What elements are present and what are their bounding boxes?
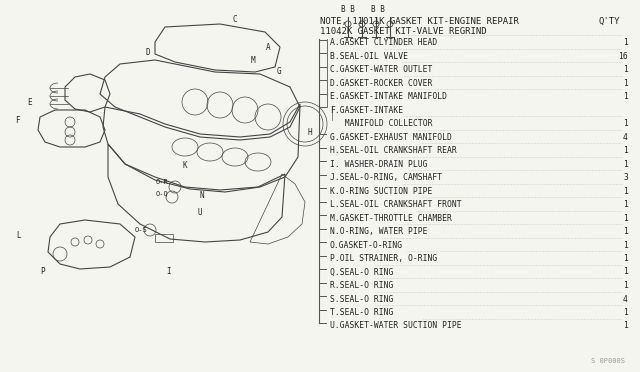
Text: G.GASKET-EXHAUST MANIFOLD: G.GASKET-EXHAUST MANIFOLD <box>330 132 452 141</box>
Text: O-Q: O-Q <box>156 190 169 196</box>
Text: S.SEAL-O RING: S.SEAL-O RING <box>330 295 394 304</box>
Text: 1: 1 <box>623 200 628 209</box>
Text: 1: 1 <box>623 186 628 196</box>
Text: NOTE, 11011K GASKET KIT-ENGINE REPAIR: NOTE, 11011K GASKET KIT-ENGINE REPAIR <box>320 17 519 26</box>
Text: 1: 1 <box>623 160 628 169</box>
Bar <box>155 234 173 242</box>
Text: O.GASKET-O-RING: O.GASKET-O-RING <box>330 241 403 250</box>
Text: 1: 1 <box>623 321 628 330</box>
Text: H: H <box>308 128 312 137</box>
Text: B.SEAL-OIL VALVE: B.SEAL-OIL VALVE <box>330 51 408 61</box>
Text: E.GASKET-INTAKE MANIFOLD: E.GASKET-INTAKE MANIFOLD <box>330 92 447 101</box>
Text: 3: 3 <box>623 173 628 182</box>
Text: A.GASKET CLYINDER HEAD: A.GASKET CLYINDER HEAD <box>330 38 437 47</box>
Text: 1: 1 <box>623 78 628 87</box>
Text: T.SEAL-O RING: T.SEAL-O RING <box>330 308 394 317</box>
Text: J.SEAL-O-RING, CAMSHAFT: J.SEAL-O-RING, CAMSHAFT <box>330 173 442 182</box>
Text: N: N <box>200 190 204 199</box>
Text: Q.SEAL-O RING: Q.SEAL-O RING <box>330 267 394 276</box>
Text: C: C <box>233 15 237 23</box>
Text: U.GASKET-WATER SUCTION PIPE: U.GASKET-WATER SUCTION PIPE <box>330 321 461 330</box>
Text: I. WASHER-DRAIN PLUG: I. WASHER-DRAIN PLUG <box>330 160 428 169</box>
Text: B B: B B <box>371 4 385 13</box>
Text: F.GASKET-INTAKE: F.GASKET-INTAKE <box>330 106 403 115</box>
Text: R.SEAL-O RING: R.SEAL-O RING <box>330 281 394 290</box>
Text: O-S: O-S <box>135 227 148 233</box>
Text: L: L <box>17 231 21 240</box>
Text: O-R: O-R <box>156 179 169 185</box>
Text: B B: B B <box>341 4 355 13</box>
Text: P: P <box>41 266 45 276</box>
Text: 1: 1 <box>623 254 628 263</box>
Text: 1: 1 <box>623 241 628 250</box>
Text: 1: 1 <box>623 267 628 276</box>
Text: F: F <box>15 115 19 125</box>
Text: 1: 1 <box>623 119 628 128</box>
Text: 1: 1 <box>623 92 628 101</box>
Text: H.SEAL-OIL CRANKSHAFT REAR: H.SEAL-OIL CRANKSHAFT REAR <box>330 146 457 155</box>
Text: A: A <box>266 42 270 51</box>
Text: M: M <box>251 55 255 64</box>
Text: 1: 1 <box>623 38 628 47</box>
Text: 1: 1 <box>623 281 628 290</box>
Text: L.SEAL-OIL CRANKSHAFT FRONT: L.SEAL-OIL CRANKSHAFT FRONT <box>330 200 461 209</box>
Text: P.OIL STRAINER, O-RING: P.OIL STRAINER, O-RING <box>330 254 437 263</box>
Text: MANIFOLD COLLECTOR: MANIFOLD COLLECTOR <box>335 119 433 128</box>
Text: S 0P000S: S 0P000S <box>591 358 625 364</box>
Text: I: I <box>166 267 172 276</box>
Text: 1: 1 <box>623 227 628 236</box>
Text: C.GASKET-WATER OUTLET: C.GASKET-WATER OUTLET <box>330 65 433 74</box>
Text: K.O-RING SUCTION PIPE: K.O-RING SUCTION PIPE <box>330 186 433 196</box>
Text: D: D <box>146 48 150 57</box>
Text: M.GASKET-THROTTLE CHAMBER: M.GASKET-THROTTLE CHAMBER <box>330 214 452 222</box>
Text: 1: 1 <box>623 65 628 74</box>
Text: E: E <box>28 97 32 106</box>
Text: D.GASKET-ROCKER COVER: D.GASKET-ROCKER COVER <box>330 78 433 87</box>
Text: K: K <box>182 160 188 170</box>
Text: 16: 16 <box>618 51 628 61</box>
Text: 4: 4 <box>623 295 628 304</box>
Text: 1: 1 <box>623 146 628 155</box>
Text: 1: 1 <box>623 214 628 222</box>
Text: N.O-RING, WATER PIPE: N.O-RING, WATER PIPE <box>330 227 428 236</box>
Text: 1: 1 <box>623 308 628 317</box>
Text: 4: 4 <box>623 132 628 141</box>
Text: Q'TY: Q'TY <box>598 17 620 26</box>
Text: U: U <box>198 208 202 217</box>
Text: 11042K GASKET KIT-VALVE REGRIND: 11042K GASKET KIT-VALVE REGRIND <box>320 27 486 36</box>
Text: G: G <box>276 67 282 76</box>
